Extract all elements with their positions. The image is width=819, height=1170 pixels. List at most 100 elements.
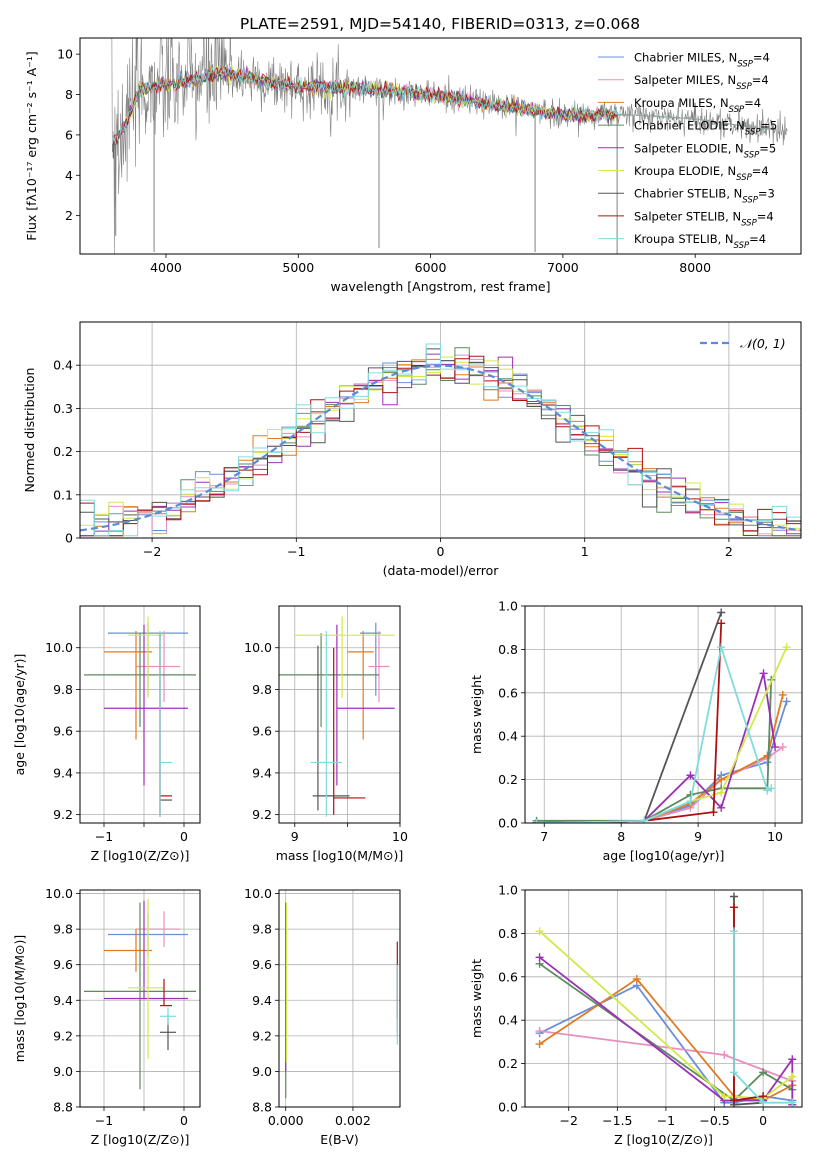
series-line [536, 623, 723, 823]
legend-label-chabrier-elodie: Chabrier ELODIE, NSSP=5 [634, 119, 777, 138]
x-axis-label: Z [log10(Z/Z⊙)] [91, 848, 190, 863]
y-axis-label: mass [log10(M/M⊙)] [12, 935, 27, 1063]
y-tick-label: 9.4 [53, 765, 73, 780]
y-tick-label: 2 [65, 208, 73, 223]
point-salpeter-miles [136, 631, 180, 702]
y-tick-label: 0.2 [53, 444, 73, 459]
y-tick-label: 9.6 [252, 957, 272, 972]
x-axis-label: wavelength [Angstrom, rest frame] [330, 279, 550, 294]
y-tick-label: 0.8 [498, 642, 518, 657]
normal-reference-curve [80, 364, 801, 532]
series-marker [717, 643, 726, 652]
y-axis-label: mass weight [469, 959, 484, 1038]
y-axis-label: Flux [fλ10⁻¹⁷ erg cm⁻² s⁻¹ A⁻¹] [24, 51, 39, 240]
series-marker [686, 771, 695, 780]
x-tick-label: −1 [287, 544, 305, 559]
x-tick-label: −2 [143, 544, 161, 559]
x-axis-label: age [log10(age/yr)] [603, 848, 725, 863]
x-tick-label: −1 [657, 1113, 675, 1128]
y-tick-label: 9.2 [53, 807, 73, 822]
legend-label-salpeter-miles: Salpeter MILES, NSSP=4 [634, 73, 769, 92]
y-tick-label: 10.0 [244, 886, 272, 901]
point-kroupa-stelib [160, 1007, 176, 1026]
x-tick-label: 10 [392, 829, 408, 844]
x-tick-label: 5000 [282, 260, 314, 275]
series-marker [729, 1096, 738, 1105]
series-marker [778, 690, 787, 699]
panel-weight-vs-age: 7 8 9 10 0.0 0.2 0.4 0.6 0.8 1.0 age [log10(age/yr… [469, 599, 803, 863]
y-tick-label: 0.2 [498, 1056, 518, 1071]
y-tick-label: 9.6 [53, 957, 73, 972]
point-chabrier-elodie [84, 633, 196, 728]
spectrum-legend: Chabrier MILES, NSSP=4 Salpeter MILES, NS… [598, 51, 777, 251]
histogram-kroupa-stelib [80, 343, 801, 537]
series-marker [729, 927, 738, 936]
y-tick-label: 8 [65, 87, 73, 102]
panel-age-vs-z: −1 0 9.2 9.4 9.6 9.8 10.0 Z [log10(Z/Z⊙)] age [l… [12, 605, 201, 863]
x-axis-label: (data-model)/error [383, 563, 500, 578]
axes-frame [79, 605, 201, 824]
series-marker [632, 974, 641, 983]
legend-label-normal: 𝒩(0, 1) [740, 336, 786, 351]
panel-spectrum: 4000 5000 6000 7000 8000 2 4 6 8 10 wavelength [An… [24, 37, 802, 294]
series-marker [535, 1040, 544, 1049]
y-tick-label: 0.8 [498, 926, 518, 941]
y-tick-label: 10.0 [244, 640, 272, 655]
y-tick-label: 0.4 [498, 1013, 518, 1028]
series-marker [788, 1055, 797, 1064]
legend-label-chabrier-stelib: Chabrier STELIB, NSSP=3 [634, 187, 775, 206]
plot-area [84, 616, 196, 817]
axes-frame [79, 889, 201, 1108]
legend-label-kroupa-elodie: Kroupa ELODIE, NSSP=4 [634, 164, 769, 183]
series-chabrier-miles [532, 697, 791, 823]
series-marker [782, 643, 791, 652]
x-tick-label: 0 [759, 1113, 767, 1128]
series-line [536, 679, 773, 822]
plot-area [80, 343, 801, 537]
series-marker [720, 1050, 729, 1059]
series-marker [788, 1072, 797, 1081]
y-axis-label: age [log10(age/yr)] [12, 654, 27, 776]
y-tick-label: 0.4 [53, 358, 73, 373]
y-tick-label: 8.8 [53, 1100, 73, 1115]
x-tick-label: 10 [767, 829, 783, 844]
point-chabrier-stelib [159, 633, 172, 815]
x-tick-label: 6000 [415, 260, 447, 275]
panel-age-vs-mass: 9 10 9.2 9.4 9.6 9.8 10.0 mass [log10(M/M⊙)] [244, 605, 408, 863]
point-salpeter-miles [136, 911, 180, 947]
y-tick-label: 9.8 [252, 682, 272, 697]
x-tick-label: 0.002 [335, 1113, 371, 1128]
plot-area [279, 616, 395, 817]
point-salpeter-miles [368, 631, 390, 702]
y-tick-label: 9.6 [53, 724, 73, 739]
histogram-salpeter-stelib [80, 355, 801, 537]
x-tick-label: 7 [540, 829, 548, 844]
point-chabrier-elodie [84, 902, 196, 1090]
plot-area [535, 892, 797, 1107]
y-tick-label: 1.0 [498, 883, 518, 898]
panel-residuals: −2 −1 0 1 2 0 0.1 0.2 0.3 0.4 (data-model)/error No… [22, 321, 802, 578]
y-tick-label: 9.4 [53, 993, 73, 1008]
series-marker [729, 892, 738, 901]
point-salpeter-stelib [160, 978, 172, 1007]
y-tick-label: 10.0 [45, 640, 73, 655]
series-marker [535, 1027, 544, 1036]
legend-label-kroupa-stelib: Kroupa STELIB, NSSP=4 [634, 232, 766, 251]
x-axis-label: mass [log10(M/M⊙)] [276, 848, 404, 863]
series-marker [788, 1098, 797, 1107]
point-kroupa-elodie [128, 616, 164, 698]
x-tick-label: 9 [291, 829, 299, 844]
legend-label-salpeter-elodie: Salpeter ELODIE, NSSP=5 [634, 141, 776, 160]
axes-frame [278, 889, 401, 1108]
series-kroupa-elodie [532, 643, 791, 823]
series-marker [535, 927, 544, 936]
series-marker [532, 819, 541, 823]
series-marker [717, 803, 726, 812]
y-tick-label: 0.0 [498, 816, 518, 831]
x-tick-label: −0.5 [699, 1113, 729, 1128]
point-salpeter-stelib [159, 633, 172, 817]
series-marker [717, 608, 726, 617]
panel-weight-vs-z: −2 −1.5 −1 −0.5 0 0.0 0.2 0.4 0.6 0.8 1.0 Z [log10(… [469, 883, 803, 1147]
series-marker [782, 697, 791, 706]
